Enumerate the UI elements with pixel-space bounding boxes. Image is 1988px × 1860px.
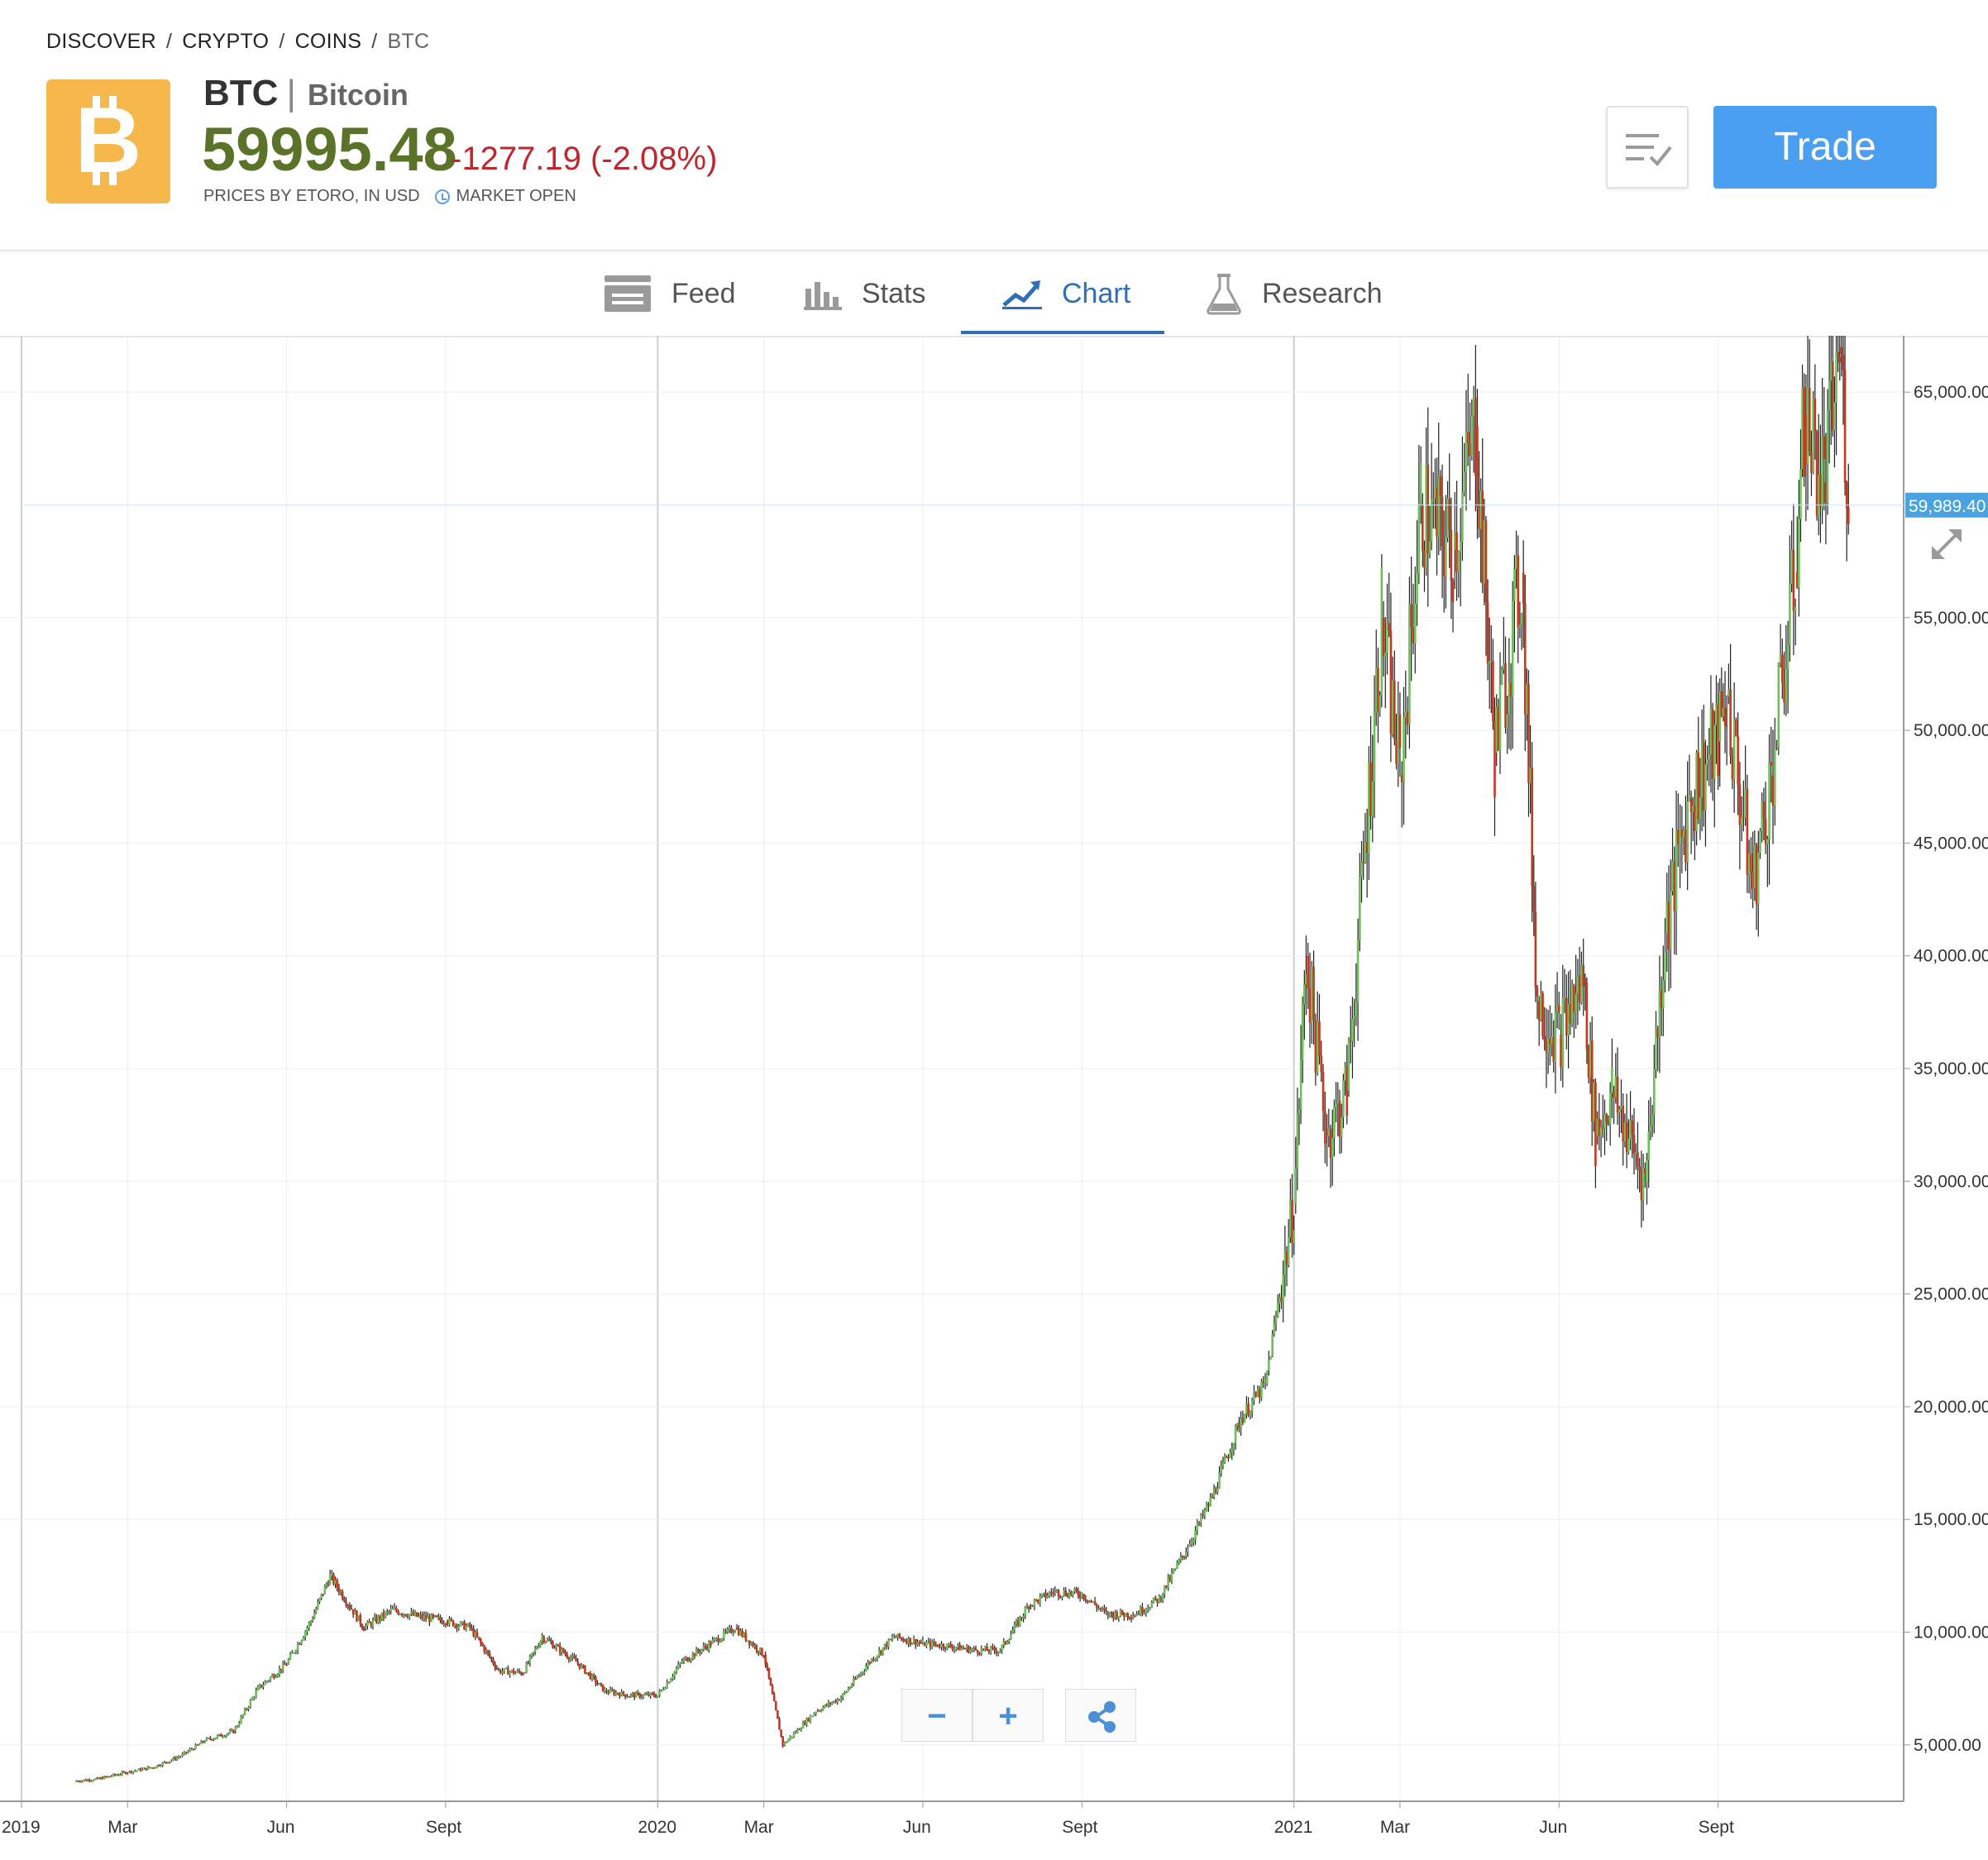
- y-tick-label: 10,000.00: [1914, 1623, 1988, 1642]
- x-tick-label: Sept: [1699, 1818, 1734, 1837]
- tab-research[interactable]: Research: [1206, 251, 1383, 336]
- breadcrumb-current: BTC: [387, 30, 430, 53]
- price-chart[interactable]: 5,000.00 10,000.00 15,000.00 20,000.00 25,00…: [0, 288, 1988, 1856]
- tab-label: Stats: [862, 277, 926, 309]
- zoom-in-button[interactable]: +: [972, 1689, 1044, 1742]
- breadcrumb-separator: /: [279, 30, 285, 53]
- x-tick-label: Sept: [426, 1818, 461, 1837]
- breadcrumb-discover[interactable]: DISCOVER: [46, 30, 156, 53]
- breadcrumb-separator: /: [371, 30, 378, 53]
- breadcrumb-crypto[interactable]: CRYPTO: [182, 30, 270, 53]
- share-button[interactable]: [1065, 1689, 1136, 1742]
- x-tick-label: 2020: [638, 1818, 676, 1837]
- x-tick-label: 2019: [2, 1818, 41, 1837]
- breadcrumb: DISCOVER / CRYPTO / COINS / BTC: [46, 30, 429, 54]
- clock-icon: [434, 189, 450, 204]
- market-status: MARKET OPEN: [456, 187, 576, 205]
- tab-chart[interactable]: Chart: [1002, 251, 1130, 336]
- y-tick-label: 15,000.00: [1914, 1510, 1988, 1529]
- x-tick-label: Mar: [108, 1818, 137, 1837]
- y-tick-label: 40,000.00: [1914, 947, 1988, 966]
- y-tick-label: 5,000.00: [1914, 1736, 1981, 1755]
- stats-icon: [804, 282, 842, 310]
- share-icon: [1088, 1701, 1116, 1733]
- trade-button[interactable]: Trade: [1713, 106, 1937, 189]
- title-divider: |: [286, 73, 296, 113]
- price-source-line: PRICES BY ETORO, IN USD MARKET OPEN: [203, 187, 576, 206]
- x-tick-label: Mar: [1380, 1818, 1410, 1837]
- svg-text:B: B: [75, 88, 142, 192]
- instrument-name: Bitcoin: [307, 78, 409, 112]
- y-tick-label: 65,000.00: [1914, 383, 1988, 402]
- y-tick-label: 50,000.00: [1914, 721, 1988, 740]
- active-tab-indicator: [961, 331, 1164, 334]
- tab-feed[interactable]: Feed: [604, 251, 736, 336]
- candles: [75, 288, 1850, 1783]
- price-chart-canvas[interactable]: 5,000.00 10,000.00 15,000.00 20,000.00 25,00…: [0, 288, 1988, 1856]
- current-price-label: 59,989.40: [1909, 497, 1986, 516]
- feed-icon: [605, 275, 651, 312]
- y-tick-label: 35,000.00: [1914, 1059, 1988, 1078]
- y-tick-label: 55,000.00: [1914, 609, 1988, 628]
- instrument-tabs: Feed Stats Chart Research: [0, 251, 1988, 559]
- tab-label: Feed: [671, 277, 736, 309]
- tab-label: Research: [1262, 277, 1383, 309]
- watchlist-icon: [1626, 134, 1672, 166]
- instrument-symbol: BTC: [203, 73, 279, 113]
- zoom-out-button[interactable]: −: [901, 1689, 972, 1742]
- expand-icon[interactable]: [1927, 524, 1966, 568]
- chart-icon: [1002, 280, 1042, 309]
- instrument-header: DISCOVER / CRYPTO / COINS / BTC B BTC | Bitcoin …: [0, 0, 1988, 251]
- y-tick-label: 20,000.00: [1914, 1398, 1988, 1417]
- instrument-title: BTC | Bitcoin: [203, 73, 409, 114]
- tab-label: Chart: [1062, 277, 1131, 309]
- y-tick-label: 25,000.00: [1914, 1285, 1988, 1304]
- current-price-badge: [1905, 492, 1988, 518]
- tab-stats[interactable]: Stats: [804, 251, 925, 336]
- y-tick-label: 45,000.00: [1914, 834, 1988, 853]
- current-price: 59995.48: [202, 115, 457, 184]
- x-tick-label: Jun: [903, 1818, 931, 1837]
- prices-note: PRICES BY ETORO, IN USD: [203, 187, 420, 205]
- x-tick-label: Mar: [744, 1818, 774, 1837]
- x-tick-label: Jun: [1539, 1818, 1567, 1837]
- research-icon: [1207, 274, 1241, 315]
- x-tick-label: 2021: [1274, 1818, 1313, 1837]
- x-tick-label: Sept: [1062, 1818, 1097, 1837]
- watchlist-button[interactable]: [1606, 106, 1689, 189]
- breadcrumb-separator: /: [165, 30, 173, 53]
- breadcrumb-coins[interactable]: COINS: [294, 30, 362, 53]
- zoom-controls: − +: [901, 1689, 1044, 1742]
- bitcoin-logo-icon: B: [46, 79, 170, 203]
- y-tick-label: 30,000.00: [1914, 1172, 1988, 1191]
- x-tick-label: Jun: [267, 1818, 295, 1837]
- price-change: -1277.19 (-2.08%): [451, 141, 718, 177]
